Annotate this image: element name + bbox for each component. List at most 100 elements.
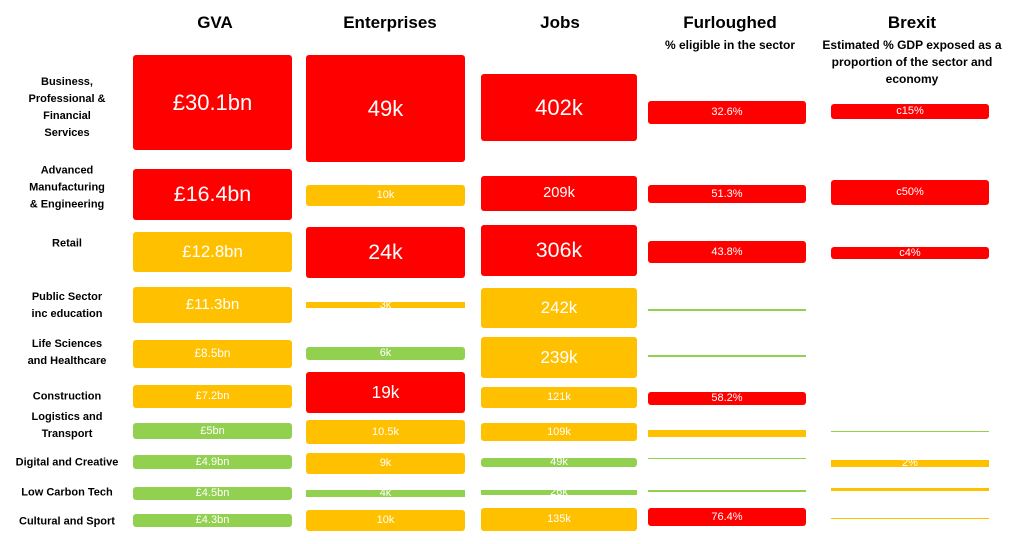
row-label-line: Construction bbox=[32, 390, 102, 403]
cell: £8.5bn bbox=[133, 340, 292, 368]
row-label-line: inc education bbox=[31, 308, 103, 320]
cell-text: £4.5bn bbox=[195, 487, 230, 499]
row-label: Construction bbox=[8, 389, 126, 406]
cell: 58.2% bbox=[648, 392, 806, 405]
column-title: Jobs bbox=[540, 13, 580, 32]
cell-text: 402k bbox=[535, 94, 583, 120]
cell: £30.1bn bbox=[133, 55, 292, 150]
cell-text: £30.1bn bbox=[172, 89, 253, 115]
column-title: Brexit bbox=[887, 13, 937, 32]
cell-text: 58.2% bbox=[711, 392, 743, 404]
cell-text: 109k bbox=[547, 425, 571, 438]
cell: 3k bbox=[306, 302, 465, 308]
cell-text: 43.8% bbox=[711, 245, 743, 258]
row-label-line: Retail bbox=[52, 237, 82, 250]
column-title: GVA bbox=[197, 13, 233, 32]
row-label: Low Carbon Tech bbox=[8, 485, 126, 502]
cell-text: 306k bbox=[535, 237, 583, 262]
cell: 24k bbox=[306, 227, 465, 278]
column-header: Furloughed % eligible in the sector bbox=[645, 13, 815, 54]
cell-text: 239k bbox=[540, 346, 578, 367]
row-label: Advanced Manufacturing & Engineering bbox=[8, 163, 126, 214]
cell-text: £4.3bn bbox=[195, 514, 230, 526]
row-label-line: Life Sciences bbox=[31, 338, 103, 350]
cell-text: c15% bbox=[896, 105, 924, 117]
column-subtitle: % eligible in the sector bbox=[664, 38, 796, 52]
row-label-line: Professional & bbox=[28, 93, 106, 105]
cell: 51.3% bbox=[648, 185, 806, 203]
cell: 9k bbox=[306, 453, 465, 474]
row-label-line: Transport bbox=[41, 428, 93, 440]
column-header: Enterprises bbox=[310, 13, 470, 33]
row-label-line: Logistics and bbox=[31, 411, 103, 423]
row-label: Digital and Creative bbox=[8, 455, 126, 472]
cell: £5bn bbox=[133, 423, 292, 439]
cell-text: £8.5bn bbox=[194, 347, 231, 361]
cell: 4k bbox=[306, 490, 465, 497]
row-label: Retail bbox=[8, 236, 126, 253]
row-label-line: Business, bbox=[41, 76, 93, 88]
column-header: Brexit Estimated % GDP exposed as a propo… bbox=[812, 13, 1012, 88]
cell: £4.9bn bbox=[133, 455, 292, 469]
column-title: Furloughed bbox=[683, 13, 777, 32]
row-label: Cultural and Sport bbox=[8, 514, 126, 531]
cell: c15% bbox=[831, 104, 989, 119]
cell: 10k bbox=[306, 510, 465, 531]
cell-text: 10k bbox=[376, 189, 395, 201]
cell-text: 10.5k bbox=[372, 425, 399, 438]
cell-text: 209k bbox=[543, 185, 575, 202]
cell bbox=[831, 488, 989, 491]
cell-text: 32.6% bbox=[711, 106, 743, 118]
cell-text: 49k bbox=[550, 458, 568, 467]
cell: 10.5k bbox=[306, 420, 465, 444]
cell: £4.3bn bbox=[133, 514, 292, 527]
cell: £7.2bn bbox=[133, 385, 292, 408]
cell-text: 3k bbox=[379, 302, 392, 308]
row-label: Business, Professional & Financial Services bbox=[8, 74, 126, 142]
cell-text: 51.3% bbox=[711, 187, 743, 200]
cell: 6k bbox=[306, 347, 465, 360]
row-label-line: Cultural and Sport bbox=[19, 515, 115, 528]
cell-text: 49k bbox=[367, 95, 404, 121]
cell: £4.5bn bbox=[133, 487, 292, 500]
column-title: Enterprises bbox=[343, 13, 437, 32]
cell: 209k bbox=[481, 176, 637, 211]
row-label-line: Services bbox=[44, 127, 90, 139]
cell: 10k bbox=[306, 185, 465, 206]
cell bbox=[648, 355, 806, 357]
row-label-line: Manufacturing bbox=[29, 181, 105, 194]
cell: 19k bbox=[306, 372, 465, 413]
row-label: Life Sciences and Healthcare bbox=[8, 336, 126, 370]
cell: c4% bbox=[831, 247, 989, 259]
cell-text: 6k bbox=[379, 347, 392, 359]
cell-text: 4k bbox=[379, 490, 392, 497]
cell: 402k bbox=[481, 74, 637, 141]
cell-text: £16.4bn bbox=[173, 181, 252, 206]
cell-text: c50% bbox=[896, 186, 924, 198]
cell-text: 2% bbox=[902, 460, 918, 467]
cell: £16.4bn bbox=[133, 169, 292, 220]
cell: 32.6% bbox=[648, 101, 806, 124]
cell: 43.8% bbox=[648, 241, 806, 263]
cell bbox=[648, 430, 806, 437]
cell-text: £5bn bbox=[200, 424, 225, 437]
cell: 49k bbox=[481, 458, 637, 467]
column-header: Jobs bbox=[480, 13, 640, 33]
cell-text: 76.4% bbox=[711, 510, 743, 523]
cell: 76.4% bbox=[648, 508, 806, 526]
cell-text: £12.8bn bbox=[182, 241, 243, 261]
cell-text: 9k bbox=[379, 457, 392, 469]
cell: 135k bbox=[481, 508, 637, 531]
cell-text: 121k bbox=[547, 391, 571, 403]
row-label-line: Public Sector bbox=[31, 291, 103, 303]
cell: £12.8bn bbox=[133, 232, 292, 272]
cell: 121k bbox=[481, 387, 637, 408]
row-label-line: Digital and Creative bbox=[15, 456, 119, 469]
cell: 306k bbox=[481, 225, 637, 276]
row-label-line: Low Carbon Tech bbox=[21, 486, 113, 499]
cell: 26k bbox=[481, 490, 637, 495]
row-label: Public Sector inc education bbox=[8, 289, 126, 323]
cell: c50% bbox=[831, 180, 989, 205]
cell: 239k bbox=[481, 337, 637, 378]
